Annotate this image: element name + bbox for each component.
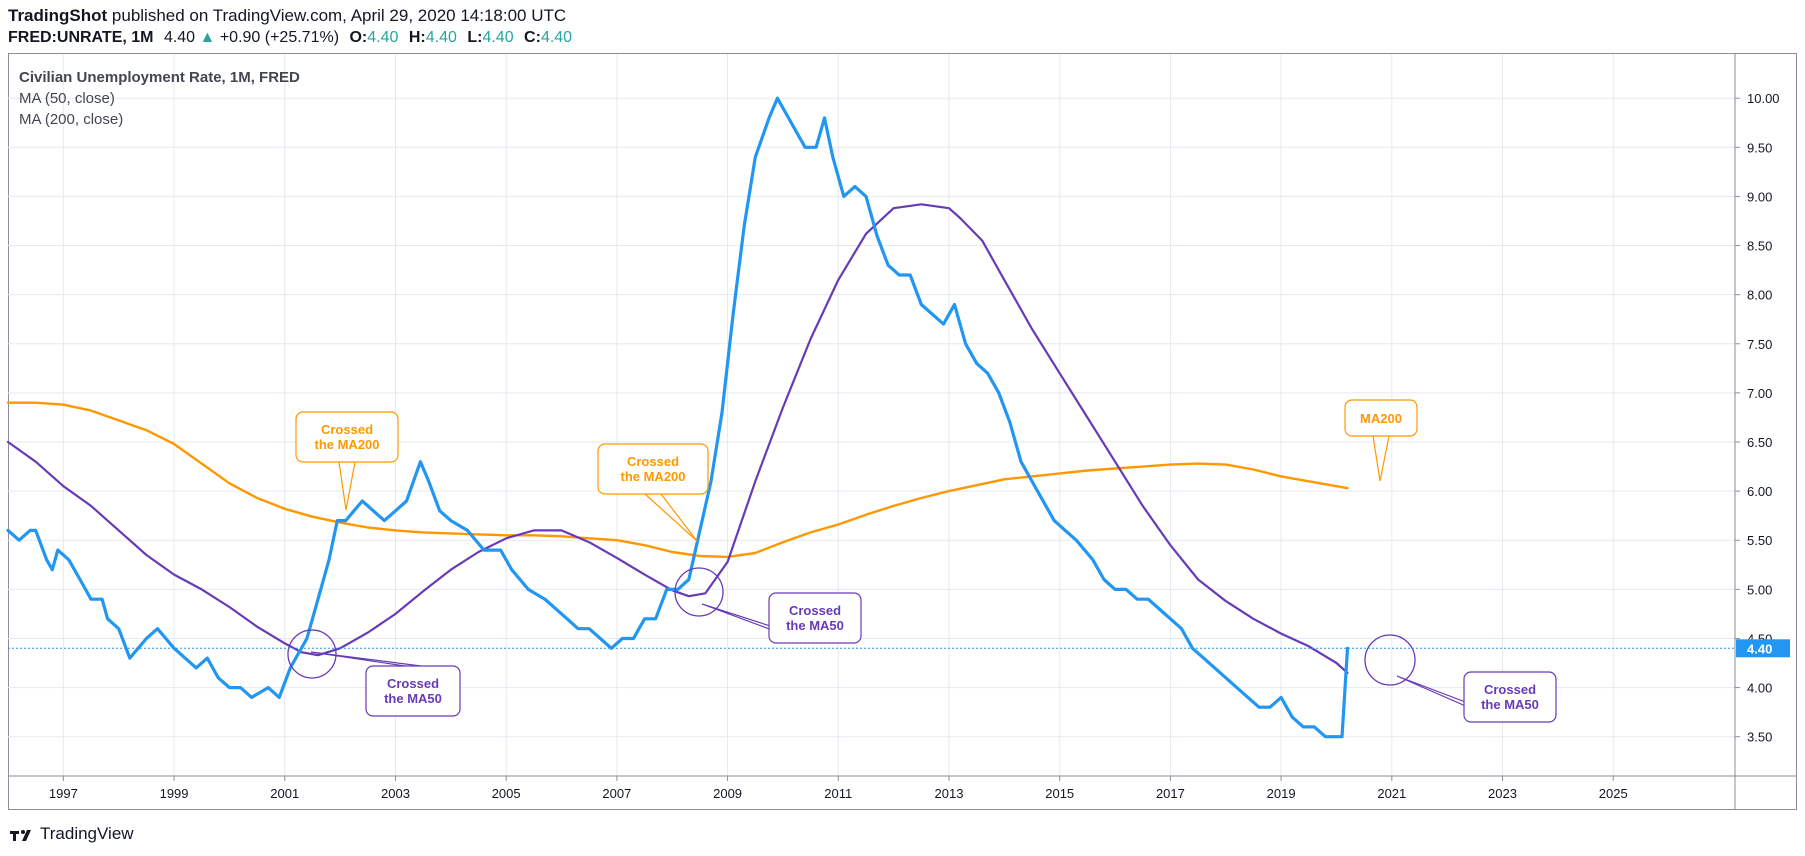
- callout-label: MA200: [1360, 411, 1402, 426]
- callout-label: Crossed the MA200: [620, 454, 685, 484]
- callout-label-line: Crossed: [1484, 682, 1536, 697]
- callout-label-line: Crossed: [321, 422, 373, 437]
- callout-label: Crossed the MA200: [314, 422, 379, 452]
- x-tick-label: 2011: [824, 786, 852, 801]
- last-value-badge: [1736, 639, 1790, 658]
- ma50-series-line: [6, 203, 1349, 675]
- callout-pointer: [310, 651, 422, 667]
- y-tick-label: 6.50: [1747, 435, 1772, 450]
- publisher-name[interactable]: TradingShot: [8, 6, 108, 25]
- callout-label-line: Crossed: [387, 676, 439, 691]
- ma200-series-line: [6, 401, 1349, 559]
- callout-box: [295, 411, 399, 463]
- callout-pointer: [1372, 435, 1390, 482]
- y-tick-label: 9.50: [1747, 140, 1772, 155]
- x-tick-label: 2007: [602, 786, 631, 801]
- callout-label-line: the MA50: [786, 618, 844, 633]
- last-value: 4.40: [163, 29, 196, 46]
- series-layer: [6, 96, 1350, 739]
- x-tick-label: 1997: [49, 786, 78, 801]
- callout-pointer: [644, 493, 698, 542]
- callout-pointer: [338, 461, 356, 511]
- callout-label-line: the MA50: [1481, 697, 1539, 712]
- published-text: published on TradingView.com, April 29, …: [111, 6, 567, 25]
- high-label: H:: [408, 29, 426, 46]
- y-tick-label: 6.00: [1747, 484, 1772, 499]
- callout-label-line: MA200: [1360, 411, 1402, 426]
- close-label: C:: [524, 29, 541, 46]
- x-tick-label: 2021: [1377, 786, 1406, 801]
- callout-label-line: the MA50: [384, 691, 442, 706]
- x-tick-label: 2017: [1156, 786, 1185, 801]
- callout-label-line: the MA200: [314, 437, 379, 452]
- tradingview-logo-icon: [10, 830, 31, 841]
- y-tick-label: 10.00: [1747, 91, 1780, 106]
- cross-marker-circle: [287, 629, 337, 679]
- callout-label: Crossed the MA50: [384, 676, 442, 706]
- y-tick-label: 3.50: [1747, 730, 1772, 745]
- x-tick-label: 2003: [381, 786, 410, 801]
- callout-box: [1463, 671, 1557, 723]
- low-value: 4.40: [482, 29, 514, 46]
- cross-marker-circle: [674, 567, 724, 617]
- x-tick-label: 2019: [1267, 786, 1296, 801]
- callout-box: [365, 665, 461, 717]
- change-value: +0.90 (+25.71%): [219, 29, 340, 46]
- last-value-layer: 4.40: [8, 639, 1790, 658]
- y-tick-label: 4.00: [1747, 681, 1772, 696]
- chart-frame[interactable]: [8, 53, 1797, 810]
- legend-ma50[interactable]: MA (50, close): [19, 90, 115, 107]
- axis-layer: 3.504.004.505.005.506.006.507.007.508.00…: [8, 54, 1797, 809]
- high-value: 4.40: [425, 29, 457, 46]
- y-tick-label: 7.50: [1747, 337, 1772, 352]
- open-label: O:: [349, 29, 368, 46]
- up-arrow-icon: ▲: [199, 29, 216, 46]
- callout-box: [1344, 399, 1418, 437]
- x-tick-label: 2001: [270, 786, 299, 801]
- y-tick-label: 5.00: [1747, 582, 1772, 597]
- callout-box: [597, 443, 709, 495]
- chart-legend: Civilian Unemployment Rate, 1M, FRED MA …: [19, 67, 300, 130]
- price-series-line: [6, 96, 1350, 739]
- y-tick-label: 8.50: [1747, 239, 1772, 254]
- x-tick-label: 2013: [935, 786, 964, 801]
- x-tick-label: 2025: [1599, 786, 1628, 801]
- last-value-label: 4.40: [1747, 641, 1772, 656]
- y-tick-label: 7.00: [1747, 386, 1772, 401]
- callout-label-line: the MA200: [620, 469, 685, 484]
- callout-label-line: Crossed: [789, 603, 841, 618]
- symbol-line: FRED:UNRATE, 1M 4.40 ▲ +0.90 (+25.71%) O…: [8, 29, 572, 47]
- x-tick-label: 2015: [1045, 786, 1074, 801]
- low-label: L:: [467, 29, 483, 46]
- callout-label: Crossed the MA50: [1481, 682, 1539, 712]
- y-tick-label: 5.50: [1747, 533, 1772, 548]
- legend-title[interactable]: Civilian Unemployment Rate, 1M, FRED: [19, 69, 300, 86]
- legend-ma200[interactable]: MA (200, close): [19, 111, 124, 128]
- callout-box: [768, 592, 862, 644]
- cross-marker-circle: [1364, 634, 1416, 686]
- open-value: 4.40: [367, 29, 399, 46]
- x-tick-label: 2023: [1488, 786, 1517, 801]
- x-tick-label: 1999: [160, 786, 189, 801]
- y-tick-label: 9.00: [1747, 189, 1772, 204]
- brand-name: TradingView: [40, 824, 134, 843]
- callout-label-line: Crossed: [627, 454, 679, 469]
- x-tick-label: 2005: [492, 786, 521, 801]
- y-tick-label: 8.00: [1747, 288, 1772, 303]
- symbol-label: FRED:UNRATE, 1M: [8, 29, 154, 46]
- grid-layer: [8, 54, 1735, 776]
- publish-line: TradingShot published on TradingView.com…: [8, 6, 566, 26]
- tradingview-brand[interactable]: TradingView: [10, 824, 134, 844]
- close-value: 4.40: [540, 29, 573, 46]
- callout-label: Crossed the MA50: [786, 603, 844, 633]
- x-tick-label: 2009: [713, 786, 742, 801]
